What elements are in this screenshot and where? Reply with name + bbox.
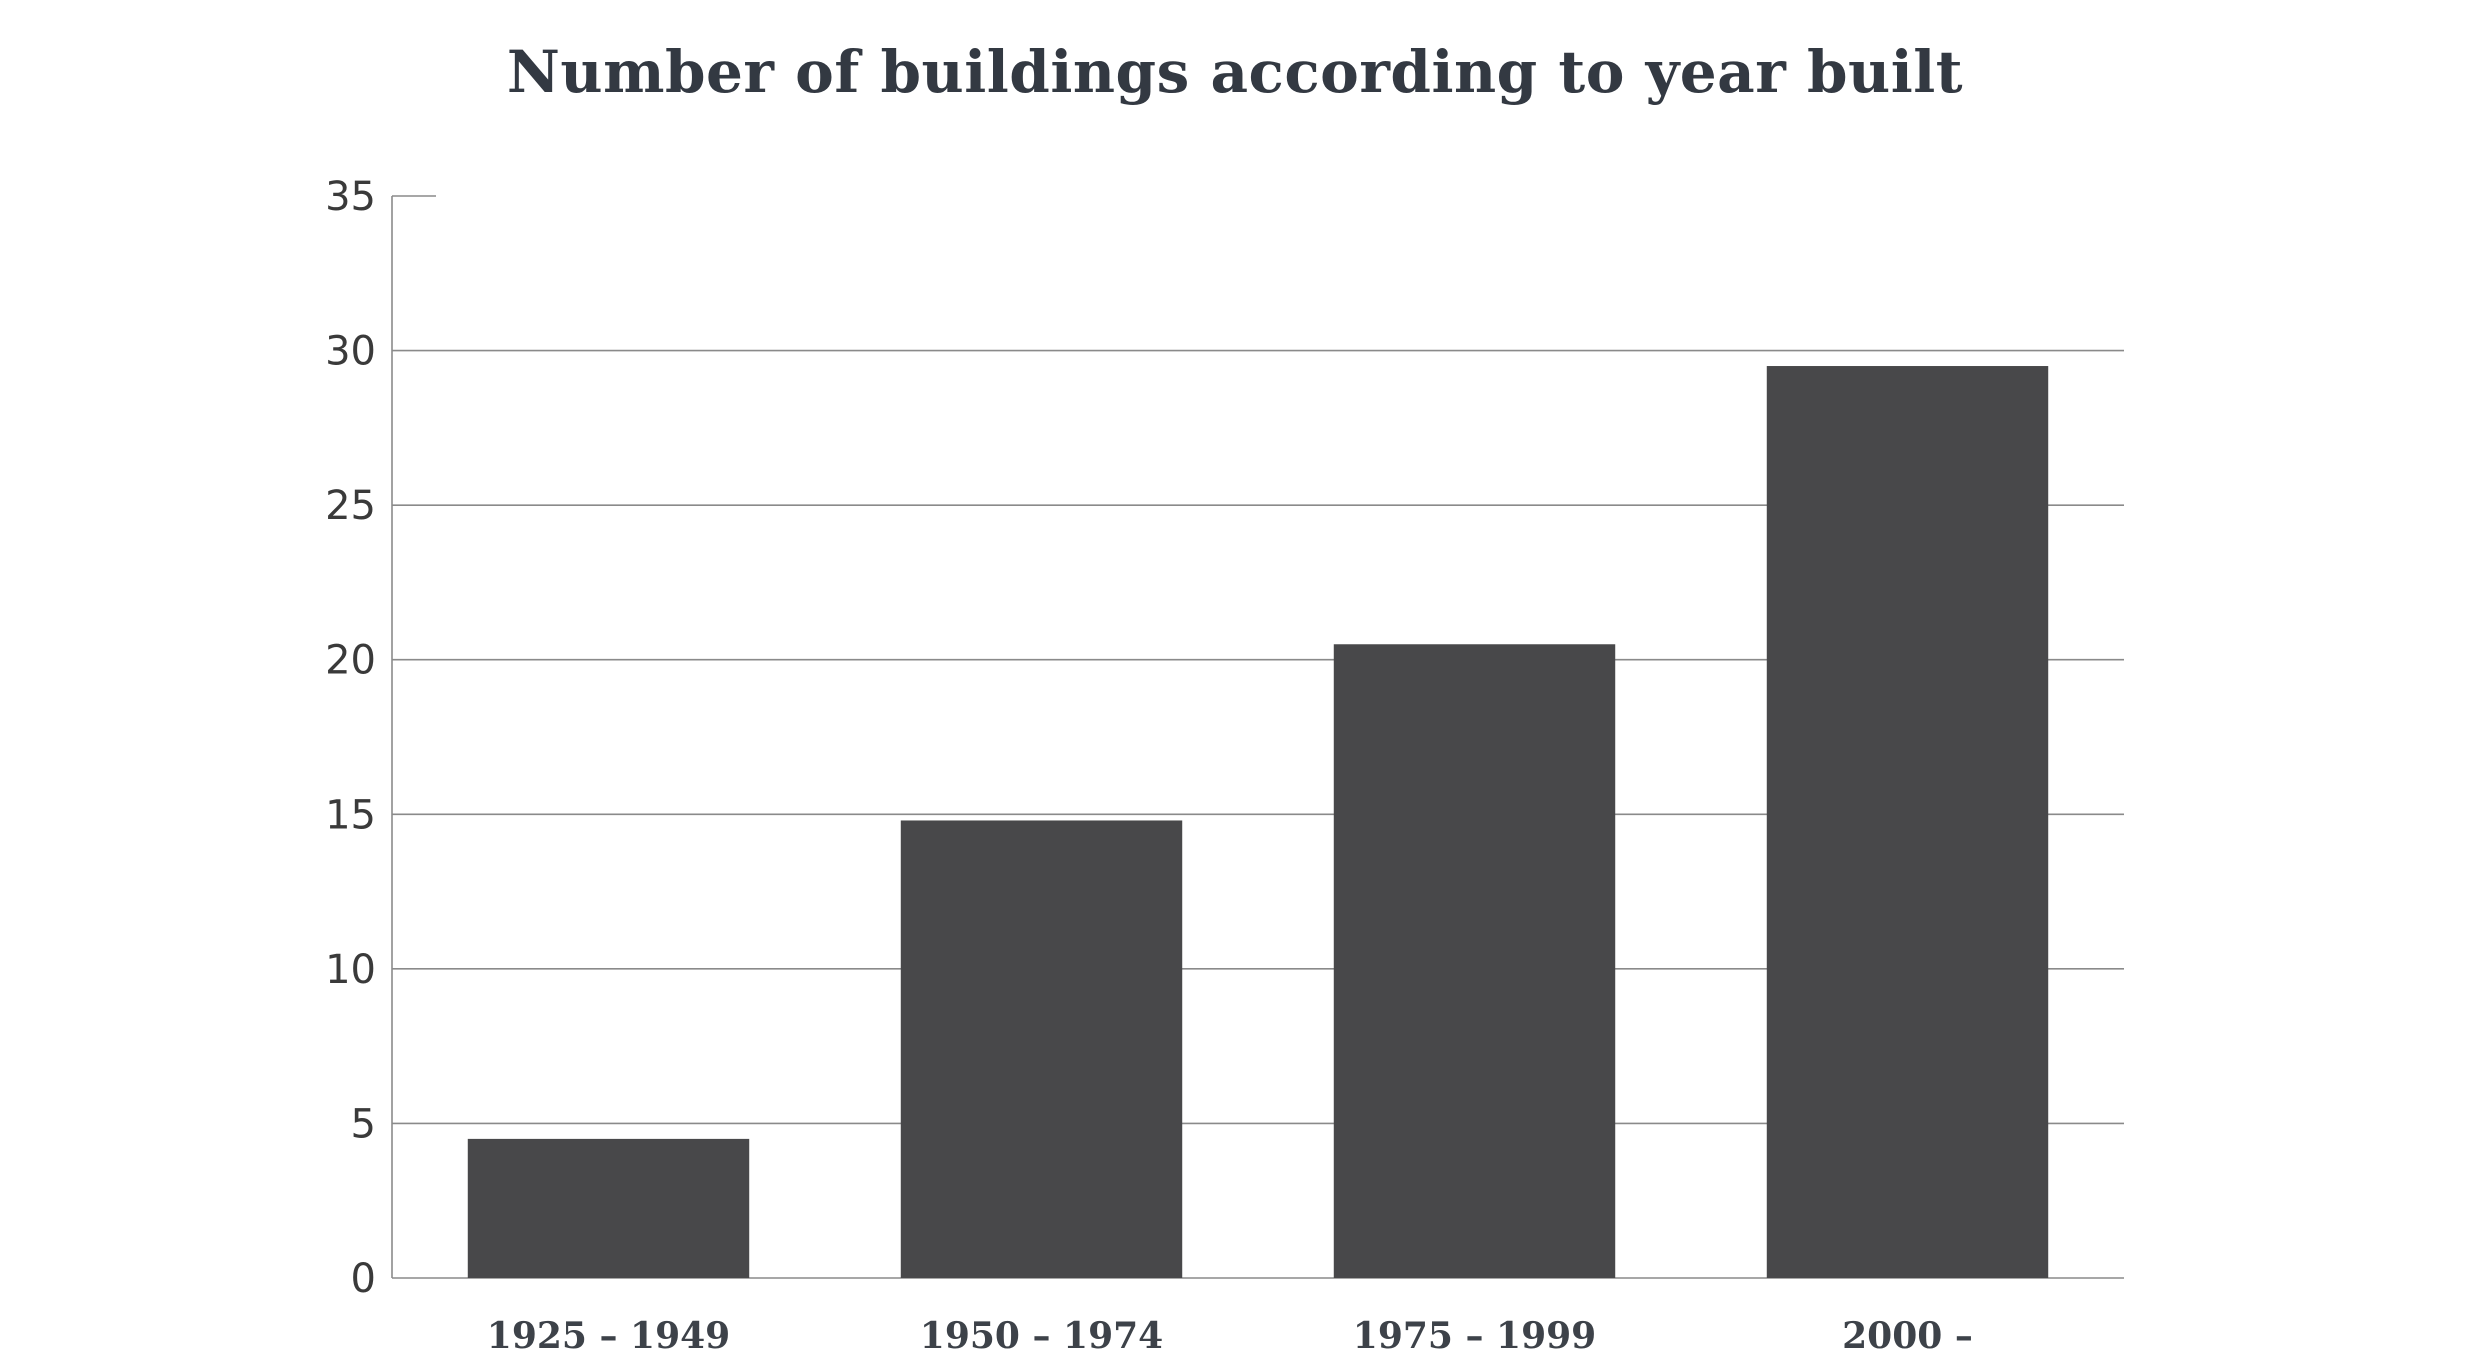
y-tick-label: 15 xyxy=(325,792,376,838)
y-tick-label: 20 xyxy=(325,638,376,684)
x-tick-label: 1950 – 1974 xyxy=(920,1315,1163,1357)
x-tick-label: 1925 – 1949 xyxy=(487,1315,730,1357)
y-tick-labels: 0 5 10 15 20 25 30 35 xyxy=(325,174,376,1302)
bar xyxy=(467,1138,750,1278)
chart-title: Number of buildings according to year bu… xyxy=(506,38,1964,106)
bars xyxy=(467,366,2049,1278)
y-tick-label: 30 xyxy=(325,329,376,375)
y-tick-label: 5 xyxy=(351,1101,376,1147)
bar xyxy=(900,820,1183,1278)
y-tick-label: 25 xyxy=(325,483,376,529)
y-tick-label: 10 xyxy=(325,947,376,993)
y-tick-label: 0 xyxy=(351,1256,376,1302)
x-tick-label: 2000 – xyxy=(1842,1315,1973,1357)
bar xyxy=(1333,644,1616,1278)
bar xyxy=(1766,366,2049,1278)
x-tick-labels: 1925 – 1949 1950 – 1974 1975 – 1999 2000 – xyxy=(487,1315,1973,1357)
y-tick-label: 35 xyxy=(325,174,376,220)
x-tick-label: 1975 – 1999 xyxy=(1353,1315,1596,1357)
gridlines xyxy=(392,349,2124,1125)
